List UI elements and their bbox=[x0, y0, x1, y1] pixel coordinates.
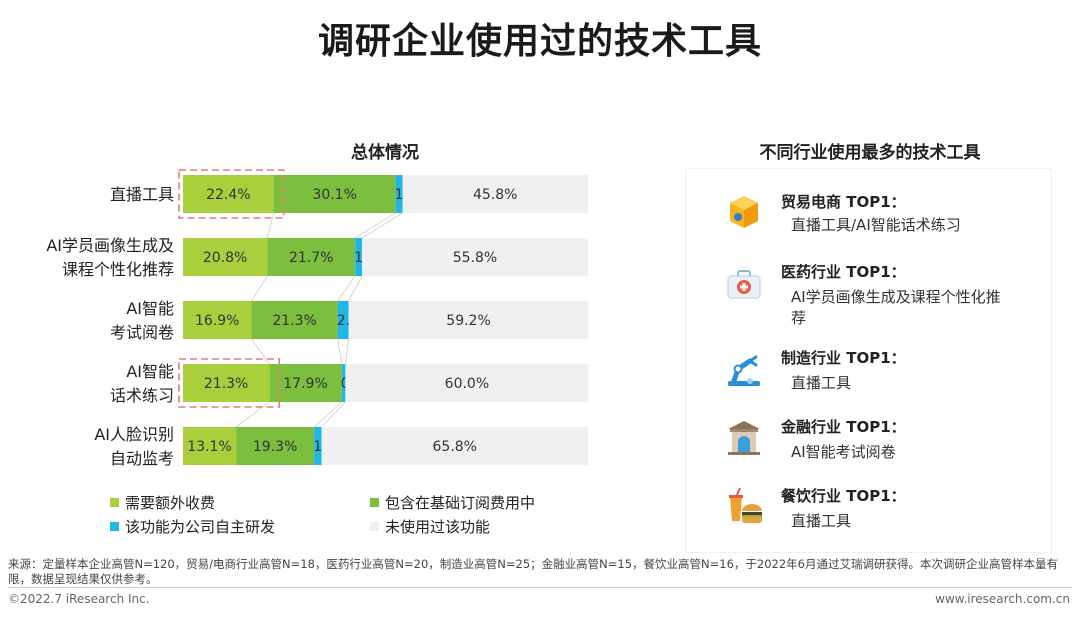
legend-label: 未使用过该功能 bbox=[385, 518, 491, 536]
data-label: 16.9% bbox=[195, 313, 239, 329]
legend-label: 包含在基础订阅费用中 bbox=[385, 494, 536, 512]
industry-body: AI智能考试阅卷 bbox=[791, 443, 896, 461]
bar-segment bbox=[183, 175, 274, 213]
robot-arm-icon bbox=[728, 355, 760, 386]
bar-segment bbox=[402, 175, 588, 213]
category-label: AI智能 bbox=[126, 299, 174, 318]
data-label: 59.2% bbox=[446, 313, 490, 329]
data-label: 17.9% bbox=[283, 376, 327, 392]
bar-segment bbox=[321, 427, 588, 465]
bar-segment bbox=[183, 238, 268, 276]
data-label: 45.8% bbox=[473, 187, 517, 203]
category-label: 考试阅卷 bbox=[110, 323, 174, 342]
bar-segment bbox=[267, 238, 356, 276]
bar-segment bbox=[251, 301, 338, 339]
data-label: 19.3% bbox=[253, 439, 297, 455]
data-label: 55.8% bbox=[453, 250, 497, 266]
legend-item-self-developed: 该功能为公司自主研发 bbox=[110, 516, 275, 537]
industry-body: 直播工具 bbox=[791, 374, 852, 392]
category-label: 话术练习 bbox=[110, 386, 174, 405]
bar-segment bbox=[183, 301, 252, 339]
industry-body: AI学员画像生成及课程个性化推荐 bbox=[791, 288, 1001, 327]
footer-divider bbox=[8, 587, 1072, 588]
legend-label: 该功能为公司自主研发 bbox=[125, 518, 276, 536]
bar-segment bbox=[395, 175, 403, 213]
bar-segment bbox=[362, 238, 588, 276]
bar-segment bbox=[337, 301, 349, 339]
bar-segment bbox=[348, 301, 589, 339]
highlight-box bbox=[178, 169, 285, 219]
industry-head: 金融行业 TOP1： bbox=[781, 418, 906, 436]
industry-panel: 贸易电商 TOP1： 直播工具/AI智能话术练习 医药行业 TOP1： AI学员… bbox=[685, 168, 1052, 553]
connector-line bbox=[251, 275, 268, 302]
medical-kit-icon bbox=[727, 270, 761, 299]
bar-segment bbox=[345, 364, 589, 402]
legend-swatch bbox=[370, 498, 379, 507]
bank-icon bbox=[728, 421, 760, 455]
category-label: 自动监考 bbox=[110, 449, 174, 468]
connector-line bbox=[313, 401, 343, 428]
legend-swatch bbox=[110, 522, 119, 531]
industry-head: 餐饮行业 TOP1： bbox=[781, 487, 906, 505]
data-label: 22.4% bbox=[206, 187, 250, 203]
connector-line bbox=[361, 212, 403, 239]
data-label: 65.8% bbox=[433, 439, 477, 455]
data-label: 21.3% bbox=[204, 376, 248, 392]
bar-segment bbox=[341, 364, 346, 402]
website-link[interactable]: www.iresearch.com.cn bbox=[935, 592, 1070, 606]
legend-swatch bbox=[370, 522, 379, 531]
bar-segment bbox=[314, 427, 322, 465]
bar-segment bbox=[273, 175, 396, 213]
connector-line bbox=[348, 275, 363, 302]
data-label: 60.0% bbox=[445, 376, 489, 392]
legend-item-included: 包含在基础订阅费用中 bbox=[370, 492, 535, 513]
legend-item-extra-fee: 需要额外收费 bbox=[110, 492, 215, 513]
category-label: 课程个性化推荐 bbox=[62, 260, 174, 279]
connector-line bbox=[251, 338, 270, 365]
industry-body: 直播工具/AI智能话术练习 bbox=[791, 216, 961, 234]
connector-line bbox=[354, 212, 396, 239]
connector-line bbox=[337, 275, 356, 302]
connector-line bbox=[337, 338, 343, 365]
industry-head: 贸易电商 TOP1： bbox=[781, 193, 906, 211]
legend-swatch bbox=[110, 498, 119, 507]
legend-item-unused: 未使用过该功能 bbox=[370, 516, 490, 537]
category-label: AI学员画像生成及 bbox=[46, 236, 174, 255]
industry-heading: 不同行业使用最多的技术工具 bbox=[759, 143, 981, 163]
fastfood-icon bbox=[729, 487, 762, 523]
page-title: 调研企业使用过的技术工具 bbox=[317, 21, 762, 62]
industry-head: 医药行业 TOP1： bbox=[781, 263, 906, 281]
industry-head: 制造行业 TOP1： bbox=[781, 349, 906, 367]
connector-line bbox=[235, 401, 270, 428]
copyright: ©2022.7 iResearch Inc. bbox=[8, 592, 150, 606]
bar-segment bbox=[355, 238, 363, 276]
bar-segment bbox=[183, 427, 237, 465]
highlight-box bbox=[178, 358, 281, 408]
source-note: 来源：定量样本企业高管N=120，贸易/电商行业高管N=18，医药行业高管N=2… bbox=[8, 557, 1058, 586]
legend-label: 需要额外收费 bbox=[125, 494, 216, 512]
connector-line bbox=[266, 212, 275, 239]
category-label: AI智能 bbox=[126, 362, 174, 381]
bar-segment bbox=[183, 364, 270, 402]
data-label: 13.1% bbox=[187, 439, 231, 455]
category-label: AI人脸识别 bbox=[94, 425, 174, 444]
data-label: 21.7% bbox=[289, 250, 333, 266]
data-label: 30.1% bbox=[312, 187, 356, 203]
bar-segment bbox=[269, 364, 342, 402]
ecommerce-box-icon bbox=[730, 196, 758, 228]
bar-segment bbox=[236, 427, 315, 465]
connector-line bbox=[345, 338, 350, 365]
data-label: 20.8% bbox=[203, 250, 247, 266]
chart-heading: 总体情况 bbox=[351, 143, 419, 163]
data-label: 21.3% bbox=[272, 313, 316, 329]
category-label: 直播工具 bbox=[110, 185, 174, 204]
connector-line bbox=[321, 401, 346, 428]
industry-body: 直播工具 bbox=[791, 512, 852, 530]
